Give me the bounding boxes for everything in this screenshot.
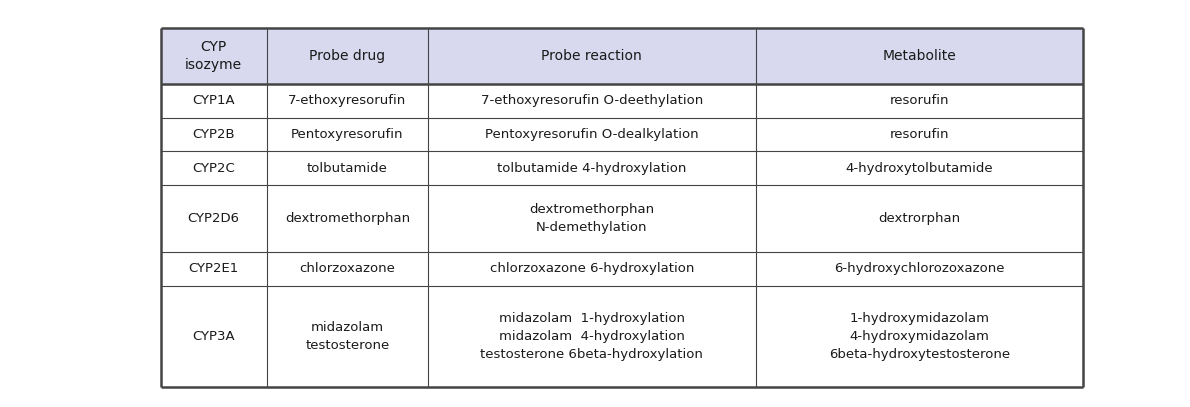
Text: Probe reaction: Probe reaction [541,49,643,63]
Bar [161,252,1083,286]
Text: chlorzoxazone 6-hydroxylation: chlorzoxazone 6-hydroxylation [489,263,694,276]
Text: Pentoxyresorufin: Pentoxyresorufin [292,128,403,141]
Text: 4-hydroxytolbutamide: 4-hydroxytolbutamide [845,162,992,175]
Bar [161,118,1083,151]
Text: 6-hydroxychlorozoxazone: 6-hydroxychlorozoxazone [834,263,1004,276]
Text: resorufin: resorufin [889,94,948,107]
Text: CYP2E1: CYP2E1 [188,263,239,276]
Text: 7-ethoxyresorufin: 7-ethoxyresorufin [288,94,407,107]
Text: dextromethorphan: dextromethorphan [284,212,411,225]
Text: chlorzoxazone: chlorzoxazone [300,263,395,276]
Bar [161,151,1083,185]
Text: CYP1A: CYP1A [193,94,234,107]
Text: 7-ethoxyresorufin O-deethylation: 7-ethoxyresorufin O-deethylation [481,94,703,107]
Text: midazolam
testosterone: midazolam testosterone [306,321,389,352]
Text: CYP3A: CYP3A [193,330,234,343]
Text: CYP
isozyme: CYP isozyme [186,40,243,72]
Bar [161,84,1083,118]
Text: Pentoxyresorufin O-dealkylation: Pentoxyresorufin O-dealkylation [486,128,699,141]
Text: Probe drug: Probe drug [309,49,386,63]
Text: resorufin: resorufin [889,128,948,141]
Text: dextrorphan: dextrorphan [878,212,960,225]
Bar [161,28,1083,84]
Text: CYP2C: CYP2C [193,162,236,175]
Text: Metabolite: Metabolite [882,49,956,63]
Text: tolbutamide 4-hydroxylation: tolbutamide 4-hydroxylation [497,162,687,175]
Text: CYP2D6: CYP2D6 [188,212,239,225]
Bar [161,286,1083,387]
Text: 1-hydroxymidazolam
4-hydroxymidazolam
6beta-hydroxytestosterone: 1-hydroxymidazolam 4-hydroxymidazolam 6b… [828,312,1010,361]
Text: dextromethorphan
N-demethylation: dextromethorphan N-demethylation [530,203,654,234]
Bar [161,185,1083,252]
Text: midazolam  1-hydroxylation
midazolam  4-hydroxylation
testosterone 6beta-hydroxy: midazolam 1-hydroxylation midazolam 4-hy… [481,312,703,361]
Text: CYP2B: CYP2B [193,128,234,141]
Text: tolbutamide: tolbutamide [307,162,388,175]
